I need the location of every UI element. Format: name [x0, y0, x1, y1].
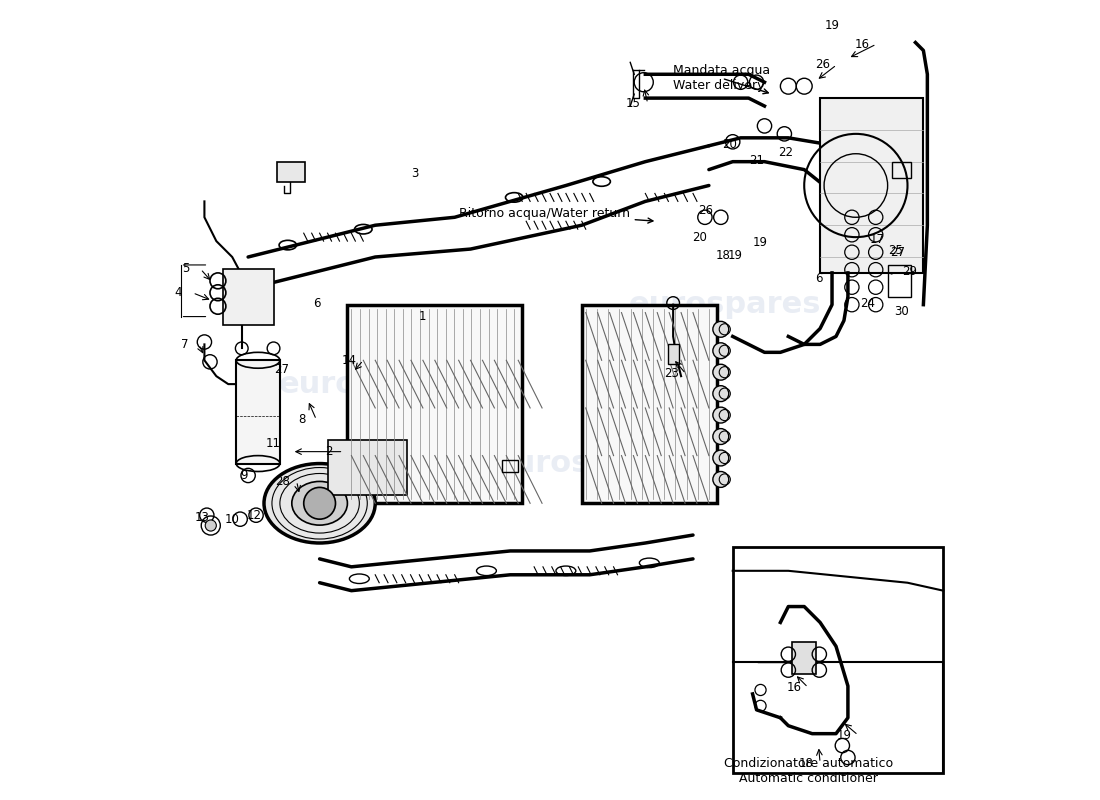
Text: eurospares: eurospares: [494, 449, 686, 478]
Text: 15: 15: [626, 97, 641, 110]
Circle shape: [713, 342, 728, 358]
Text: 20: 20: [692, 230, 707, 244]
Bar: [582, 305, 717, 503]
Ellipse shape: [264, 463, 375, 543]
Text: 19: 19: [825, 18, 839, 31]
Circle shape: [713, 386, 728, 402]
Circle shape: [713, 450, 728, 466]
Circle shape: [304, 487, 336, 519]
Bar: [328, 440, 407, 495]
Text: 23: 23: [664, 367, 679, 380]
Text: 5: 5: [183, 262, 190, 275]
Text: 2: 2: [326, 445, 333, 458]
Bar: [792, 642, 816, 674]
Bar: [277, 162, 305, 182]
Text: 25: 25: [888, 244, 903, 257]
Text: Condizionatore automatico
Automatic conditioner: Condizionatore automatico Automatic cond…: [724, 758, 893, 786]
Text: 27: 27: [890, 246, 904, 258]
Bar: [348, 305, 522, 503]
Bar: [236, 360, 279, 463]
Text: 28: 28: [275, 474, 289, 487]
Text: 17: 17: [870, 233, 884, 246]
Text: 16: 16: [855, 38, 870, 50]
Text: 19: 19: [752, 236, 767, 250]
Text: 14: 14: [341, 354, 356, 366]
Text: 3: 3: [411, 167, 419, 180]
Text: Mandata acqua
Water delivery: Mandata acqua Water delivery: [673, 64, 770, 94]
Text: eurospares: eurospares: [279, 370, 472, 398]
Text: 24: 24: [860, 297, 876, 310]
Text: 11: 11: [266, 437, 280, 450]
Circle shape: [713, 407, 728, 423]
Text: Ritorno acqua/Water return: Ritorno acqua/Water return: [459, 207, 653, 223]
Bar: [892, 162, 912, 178]
Text: 12: 12: [248, 509, 262, 522]
Circle shape: [206, 520, 217, 531]
Bar: [668, 344, 679, 364]
Bar: [888, 265, 912, 297]
Text: 19: 19: [836, 729, 851, 742]
Text: 18: 18: [799, 757, 813, 770]
Bar: [733, 547, 944, 774]
Bar: [821, 98, 923, 273]
Circle shape: [713, 364, 728, 380]
Text: 26: 26: [698, 205, 713, 218]
Text: 8: 8: [298, 414, 306, 426]
Text: 22: 22: [778, 146, 793, 158]
Text: 19: 19: [727, 249, 742, 262]
Ellipse shape: [292, 482, 348, 525]
Bar: [222, 269, 274, 325]
Circle shape: [713, 471, 728, 487]
Text: 10: 10: [224, 513, 240, 526]
Circle shape: [713, 322, 728, 338]
Text: 4: 4: [175, 286, 182, 299]
Text: 18: 18: [716, 249, 730, 262]
Text: 20: 20: [722, 138, 737, 150]
Circle shape: [713, 429, 728, 445]
Text: 1: 1: [419, 310, 427, 323]
Text: 16: 16: [786, 681, 802, 694]
Bar: [503, 459, 518, 471]
Text: 21: 21: [749, 154, 764, 166]
Text: 26: 26: [815, 58, 830, 71]
Text: 29: 29: [902, 265, 917, 278]
Text: 30: 30: [894, 305, 909, 318]
Text: 6: 6: [314, 297, 321, 310]
Text: 9: 9: [241, 469, 248, 482]
Text: 6: 6: [815, 272, 823, 285]
Text: 13: 13: [195, 511, 209, 524]
Text: 7: 7: [180, 338, 188, 351]
Text: eurospares: eurospares: [628, 290, 821, 319]
Text: 27: 27: [274, 363, 289, 376]
